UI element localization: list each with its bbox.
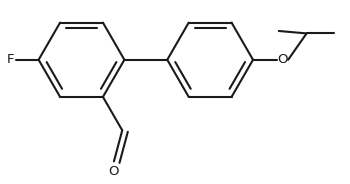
Text: O: O bbox=[278, 53, 288, 66]
Text: O: O bbox=[108, 165, 118, 178]
Text: F: F bbox=[6, 53, 14, 66]
